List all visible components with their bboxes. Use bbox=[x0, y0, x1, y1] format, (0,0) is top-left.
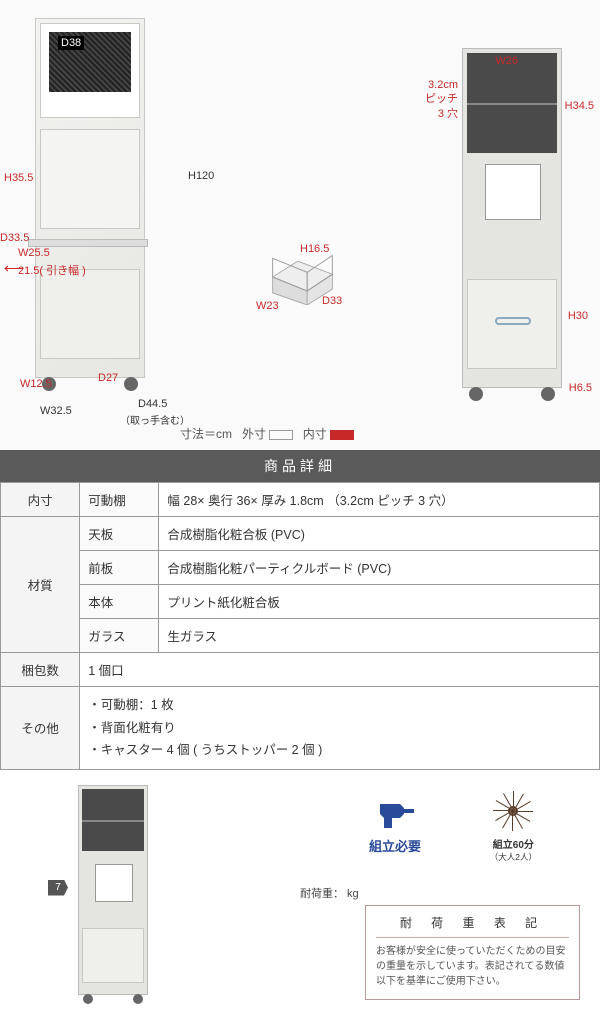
dim-d38: D38 bbox=[58, 36, 84, 50]
dim-h35-5: H35.5 bbox=[4, 172, 33, 184]
table-row: 材質 天板 合成樹脂化粧合板 (PVC) bbox=[1, 517, 600, 551]
dim-w26: W26 bbox=[495, 55, 518, 67]
dim-w12-5: W12.5 bbox=[20, 378, 52, 390]
legend: 寸法＝cm 外寸 内寸 bbox=[180, 425, 357, 442]
clock-icon bbox=[492, 790, 534, 832]
dim-w23: W23 bbox=[256, 300, 279, 312]
assembly-label: 組立必要 bbox=[335, 836, 455, 855]
pull-arrow: ⟵ bbox=[4, 260, 24, 277]
dim-h30: H30 bbox=[568, 310, 588, 322]
cell-mat1-sub: 天板 bbox=[80, 517, 159, 551]
cell-inner-val: 幅 28× 奥行 36× 厚み 1.8cm （3.2cm ピッチ 3 穴） bbox=[159, 483, 600, 517]
drill-icon bbox=[374, 790, 416, 832]
legend-text: 寸法＝cm bbox=[180, 427, 232, 441]
dim-d33: D33 bbox=[322, 295, 342, 307]
cell-mat3-val: プリント紙化粧合板 bbox=[159, 585, 600, 619]
assembly-info: 組立必要 組立60分 （大人2人） bbox=[335, 790, 585, 863]
dim-h6-5: H6.5 bbox=[569, 382, 592, 394]
cabinet-left bbox=[35, 18, 145, 378]
cell-inner-label: 内寸 bbox=[1, 483, 80, 517]
cell-inner-sub: 可動棚 bbox=[80, 483, 159, 517]
table-row: 梱包数 1 個口 bbox=[1, 653, 600, 687]
cell-mat1-val: 合成樹脂化粧合板 (PVC) bbox=[159, 517, 600, 551]
dim-pull: 21.5( 引き幅 ) bbox=[18, 262, 86, 278]
load-label: 耐荷重： kg bbox=[300, 885, 359, 901]
cell-pack-label: 梱包数 bbox=[1, 653, 80, 687]
dim-pitch: 3.2cm ピッチ 3 穴 bbox=[425, 78, 458, 121]
cell-pack-val: 1 個口 bbox=[80, 653, 600, 687]
dim-h16-5: H16.5 bbox=[300, 243, 329, 255]
cell-mat3-sub: 本体 bbox=[80, 585, 159, 619]
table-row: 本体 プリント紙化粧合板 bbox=[1, 585, 600, 619]
tag-7: 7 bbox=[48, 880, 68, 896]
dim-h34-5: H34.5 bbox=[565, 100, 594, 112]
table-row: 前板 合成樹脂化粧パーティクルボード (PVC) bbox=[1, 551, 600, 585]
cell-other-val: ・可動棚：1 枚 ・背面化粧有り ・キャスター 4 個 ( うちストッパー 2 … bbox=[80, 687, 600, 770]
time-label: 組立60分 （大人2人） bbox=[458, 836, 568, 863]
cell-mat4-sub: ガラス bbox=[80, 619, 159, 653]
bottom-area: 7 組立必要 組立60分 bbox=[0, 770, 600, 1030]
assembly-required: 組立必要 bbox=[335, 790, 455, 855]
table-row: その他 ・可動棚：1 枚 ・背面化粧有り ・キャスター 4 個 ( うちストッパ… bbox=[1, 687, 600, 770]
legend-outer: 外寸 bbox=[242, 427, 266, 441]
dim-h120: H120 bbox=[188, 170, 214, 182]
cell-mat-label: 材質 bbox=[1, 517, 80, 653]
time-sub: （大人2人） bbox=[458, 851, 568, 863]
cabinet-small bbox=[78, 785, 148, 995]
spec-table: 内寸 可動棚 幅 28× 奥行 36× 厚み 1.8cm （3.2cm ピッチ … bbox=[0, 482, 600, 770]
time-main: 組立60分 bbox=[493, 840, 534, 851]
cell-other-label: その他 bbox=[1, 687, 80, 770]
legend-inner: 内寸 bbox=[303, 427, 327, 441]
dimension-diagram: D38 H120 H35.5 D33.5 W25.5 21.5( 引き幅 ) ⟵… bbox=[0, 0, 600, 450]
spec-header: 商品詳細 bbox=[0, 450, 600, 482]
cabinet-right bbox=[462, 48, 562, 388]
dim-d44-5: D44.5 bbox=[138, 398, 167, 410]
cell-mat2-sub: 前板 bbox=[80, 551, 159, 585]
cell-mat4-val: 生ガラス bbox=[159, 619, 600, 653]
dim-w32-5: W32.5 bbox=[40, 405, 72, 417]
assembly-time: 組立60分 （大人2人） bbox=[458, 790, 568, 863]
load-text: お客様が安全に使っていただくための目安の重量を示しています。表記されてる数値以下… bbox=[376, 944, 569, 989]
table-row: ガラス 生ガラス bbox=[1, 619, 600, 653]
load-capacity-box: 耐 荷 重 表 記 お客様が安全に使っていただくための目安の重量を示しています。… bbox=[365, 905, 580, 1000]
table-row: 内寸 可動棚 幅 28× 奥行 36× 厚み 1.8cm （3.2cm ピッチ … bbox=[1, 483, 600, 517]
dim-w25-5: W25.5 bbox=[18, 247, 50, 259]
dim-d33-5: D33.5 bbox=[0, 232, 29, 244]
cell-mat2-val: 合成樹脂化粧パーティクルボード (PVC) bbox=[159, 551, 600, 585]
dim-d27: D27 bbox=[98, 372, 118, 384]
load-title: 耐 荷 重 表 記 bbox=[376, 914, 569, 938]
